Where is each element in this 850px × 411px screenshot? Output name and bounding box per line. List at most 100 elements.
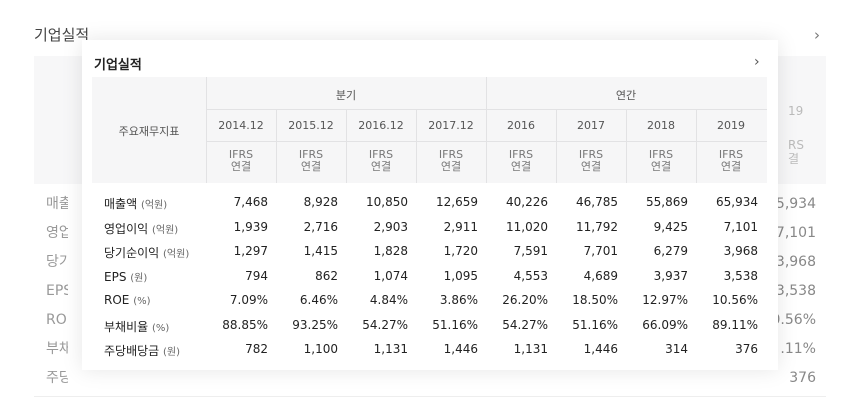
basis-header: IFRS 연결 [276,149,346,173]
chevron-right-icon[interactable]: › [754,54,760,70]
table-row: 부채비율 (%) 88.85% 93.25% 54.27% 51.16% 54.27% 51… [92,313,767,337]
row-label: EPS (원) [104,269,147,284]
basis-ifrs: IFRS [578,148,604,161]
table-cell: 1,297 [233,244,268,258]
metric-unit: (원) [130,272,148,284]
metric-name: 영업이익 [104,221,149,236]
background-divider [34,396,826,397]
background-row-label: 영업 [46,225,68,241]
table-cell: 1,720 [443,244,478,258]
table-cell: 10,850 [366,195,408,209]
period-header: 2016 [507,119,535,132]
metric-unit: (%) [152,322,170,334]
basis-ifrs: IFRS [228,148,254,161]
header-divider [416,109,417,183]
table-cell: 54.27% [362,317,408,332]
table-cell: 1,131 [373,342,408,356]
table-cell: 9,425 [653,219,688,234]
table-cell: 66.09% [642,317,688,332]
table-cell: 3,937 [653,268,688,283]
basis-consolidated: 연결 [720,160,742,173]
table-row: 영업이익 (억원) 1,939 2,716 2,903 2,911 11,020 11,79… [92,215,767,239]
background-row-label: 부채 [46,341,68,357]
table-cell: 88.85% [222,317,268,332]
table-cell: 1,095 [443,268,478,283]
header-divider [206,141,767,142]
table-cell: 8,928 [303,195,338,209]
row-header-label: 주요재무지표 [118,125,180,138]
table-cell: 3,968 [723,244,758,258]
basis-consolidated: 연결 [510,160,532,173]
metric-name: 매출액 [104,197,138,211]
basis-header: IFRS 연결 [556,149,626,173]
group-header-annual: 연간 [615,89,637,102]
background-row-value: .11% [780,341,816,357]
period-header: 2015.12 [288,119,334,132]
basis-ifrs: IFRS [368,148,394,161]
period-header: 2016.12 [358,119,404,132]
basis-header: IFRS 연결 [206,149,276,173]
basis-ifrs: IFRS [438,148,464,161]
table-cell: 1,074 [373,268,408,283]
table-cell: 1,446 [583,342,618,356]
background-chevron-right-icon[interactable]: › [814,26,820,44]
period-header: 2014.12 [218,119,264,132]
background-row-value: 376 [789,370,816,386]
period-header: 2017.12 [428,119,474,132]
row-label: 당기순이익 (억원) [104,244,189,261]
table-cell: 46,785 [576,195,618,209]
table-cell: 26.20% [502,293,548,307]
basis-consolidated: 연결 [650,160,672,173]
period-header: 2017 [577,119,605,132]
financial-performance-popup: 기업실적 › 주요재무지표 분기 연간 2014.12 IFRS 연결 2015.12 IFR… [82,40,778,370]
table-cell: 6,279 [653,244,688,258]
table-cell: 12,659 [436,195,478,209]
table-cell: 55,869 [646,195,688,209]
table-cell: 89.11% [712,317,758,332]
metric-name: 부채비율 [104,319,149,334]
table-cell: 10.56% [712,293,758,307]
basis-ifrs: IFRS [508,148,534,161]
background-row-value: 3,968 [775,254,816,270]
basis-header: IFRS 연결 [696,149,766,173]
table-cell: 1,939 [233,219,268,234]
header-divider [346,109,347,183]
basis-header: IFRS 연결 [626,149,696,173]
table-cell: 2,911 [443,219,478,234]
basis-consolidated: 연결 [580,160,602,173]
table-row: 주당배당금 (원) 782 1,100 1,131 1,446 1,131 1,446 314… [92,337,767,361]
table-row: 매출액 (억원) 7,468 8,928 10,850 12,659 40,226 46,7… [92,190,767,214]
table-row: 당기순이익 (억원) 1,297 1,415 1,828 1,720 7,591 7,701… [92,239,767,263]
basis-ifrs: IFRS [648,148,674,161]
header-divider [276,109,277,183]
table-cell: 11,792 [576,219,618,234]
background-row-label: 주당 [46,370,68,386]
header-divider [626,109,627,183]
table-cell: 4.84% [369,293,408,307]
table-cell: 1,131 [513,342,548,356]
metric-name: 주당배당금 [104,344,160,358]
table-cell: 54.27% [502,317,548,332]
table-row: ROE (%) 7.09% 6.46% 4.84% 3.86% 26.20% 18.50% 1… [92,288,767,312]
basis-ifrs: IFRS [298,148,324,161]
basis-consolidated: 연결 [300,160,322,173]
table-cell: 794 [245,268,268,283]
basis-consolidated: 연결 [440,160,462,173]
table-cell: 2,716 [303,219,338,234]
table-cell: 40,226 [506,195,548,209]
basis-header: IFRS 연결 [346,149,416,173]
basis-header: IFRS 연결 [416,149,486,173]
basis-header: IFRS 연결 [486,149,556,173]
table-cell: 7,101 [723,219,758,234]
metric-unit: (억원) [140,200,168,211]
table-row: EPS (원) 794 862 1,074 1,095 4,553 4,689 3,937 3,… [92,264,767,288]
background-row-label: EPS [46,283,68,299]
period-header: 2019 [717,119,745,132]
header-divider [556,109,557,183]
table-cell: 4,689 [583,268,618,283]
header-divider [696,109,697,183]
table-cell: 4,553 [513,268,548,283]
popup-title: 기업실적 [94,58,142,73]
row-label: 부채비율 (%) [104,318,169,335]
table-cell: 2,903 [373,219,408,234]
